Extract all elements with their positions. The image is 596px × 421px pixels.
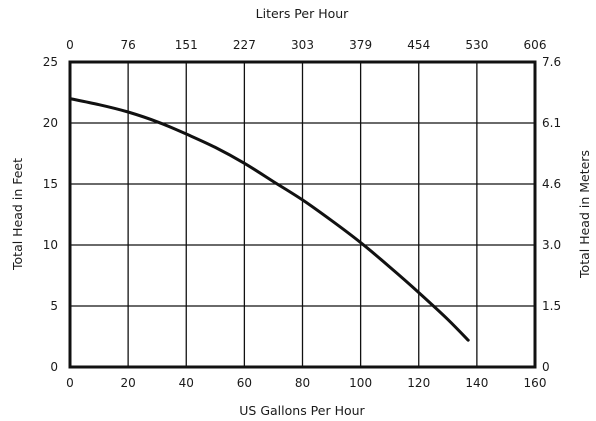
y-axis-title: Total Head in Feet (10, 158, 25, 271)
y-tick-label: 25 (43, 55, 58, 69)
x-tick-label: 100 (349, 376, 372, 390)
y2-tick-label: 0 (542, 360, 550, 374)
x-tick-label: 160 (524, 376, 547, 390)
x-tick-label: 80 (295, 376, 310, 390)
x2-tick-label: 379 (349, 38, 372, 52)
y-tick-label: 10 (43, 238, 58, 252)
y2-tick-label: 4.6 (542, 177, 561, 191)
x2-tick-label: 0 (66, 38, 74, 52)
x2-tick-label: 606 (524, 38, 547, 52)
y2-tick-label: 1.5 (542, 299, 561, 313)
x2-tick-label: 76 (120, 38, 135, 52)
x-axis-title: US Gallons Per Hour (239, 403, 365, 418)
y2-tick-label: 7.6 (542, 55, 561, 69)
y2-tick-label: 3.0 (542, 238, 561, 252)
x2-axis-title: Liters Per Hour (256, 6, 350, 21)
performance-curve (68, 97, 470, 342)
y-tick-label: 0 (50, 360, 58, 374)
x2-tick-label: 454 (407, 38, 430, 52)
y-tick-label: 20 (43, 116, 58, 130)
x-tick-label: 60 (237, 376, 252, 390)
y-tick-label: 15 (43, 177, 58, 191)
x2-tick-label: 303 (291, 38, 314, 52)
grid-lines (69, 61, 536, 368)
y2-tick-label: 6.1 (542, 116, 561, 130)
x-tick-label: 40 (179, 376, 194, 390)
x-tick-label: 120 (407, 376, 430, 390)
y-tick-label: 5 (50, 299, 58, 313)
x2-tick-label: 227 (233, 38, 256, 52)
x-tick-label: 140 (465, 376, 488, 390)
x2-tick-label: 151 (175, 38, 198, 52)
x-tick-label: 0 (66, 376, 74, 390)
x2-tick-label: 530 (465, 38, 488, 52)
y2-axis-title: Total Head in Meters (577, 150, 592, 279)
x-tick-label: 20 (120, 376, 135, 390)
plot-frame (68, 60, 537, 369)
